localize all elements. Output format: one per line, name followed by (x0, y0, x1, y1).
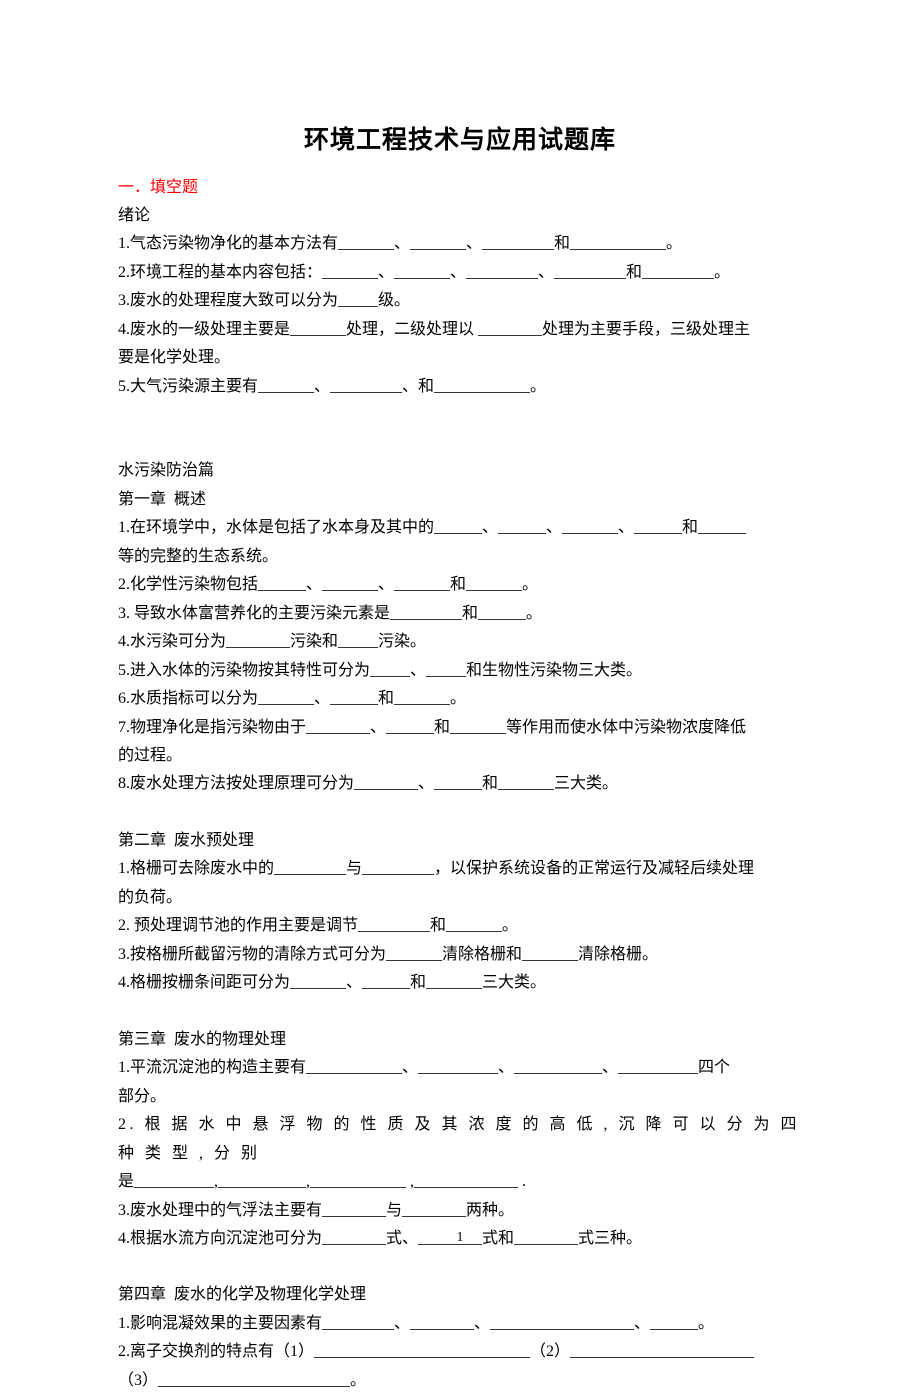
ch2-q1-line2: 的负荷。 (118, 884, 802, 912)
ch3-q3: 3.废水处理中的气浮法主要有________与________两种。 (118, 1197, 802, 1225)
ch1-q8: 8.废水处理方法按处理原理可分为________、______和_______三… (118, 770, 802, 798)
ch3-heading: 第三章 废水的物理处理 (118, 1026, 802, 1054)
ch1-heading: 第一章 概述 (118, 486, 802, 514)
ch4-q3: （3）________________________。 (118, 1367, 802, 1395)
intro-q1: 1.气态污染物净化的基本方法有_______、_______、_________… (118, 230, 802, 258)
ch2-heading: 第二章 废水预处理 (118, 827, 802, 855)
ch1-q7-line2: 的过程。 (118, 742, 802, 770)
ch1-q5: 5.进入水体的污染物按其特性可分为_____、_____和生物性污染物三大类。 (118, 657, 802, 685)
ch4-q2: 2.离子交换剂的特点有（1）__________________________… (118, 1338, 802, 1366)
intro-q3: 3.废水的处理程度大致可以分为_____级。 (118, 287, 802, 315)
intro-heading: 绪论 (118, 202, 802, 230)
ch1-q1-line2: 等的完整的生态系统。 (118, 543, 802, 571)
spacer (118, 799, 802, 827)
spacer (118, 401, 802, 429)
ch1-q6: 6.水质指标可以分为_______、______和_______。 (118, 685, 802, 713)
ch3-q2-line1: 2. 根 据 水 中 悬 浮 物 的 性 质 及 其 浓 度 的 高 低 , 沉… (118, 1111, 802, 1168)
spacer (118, 998, 802, 1026)
ch3-q1-line2: 部分。 (118, 1083, 802, 1111)
spacer (118, 1253, 802, 1281)
ch1-q3: 3. 导致水体富营养化的主要污染元素是_________和______。 (118, 600, 802, 628)
ch2-q2: 2. 预处理调节池的作用主要是调节_________和_______。 (118, 912, 802, 940)
page-number: 1 (0, 1230, 920, 1246)
spacer (118, 429, 802, 457)
intro-q2: 2.环境工程的基本内容包括：_______、_______、_________、… (118, 259, 802, 287)
water-heading: 水污染防治篇 (118, 457, 802, 485)
intro-q4-line1: 4.废水的一级处理主要是_______处理，二级处理以 ________处理为主… (118, 316, 802, 344)
document-page: 环境工程技术与应用试题库 一．填空题 绪论 1.气态污染物净化的基本方法有___… (0, 0, 920, 1302)
ch1-q1-line1: 1.在环境学中，水体是包括了水本身及其中的______、______、_____… (118, 514, 802, 542)
ch1-q7-line1: 7.物理净化是指污染物由于________、______和_______等作用而… (118, 714, 802, 742)
section-1-label: 一．填空题 (118, 174, 802, 202)
intro-q4-line2: 要是化学处理。 (118, 344, 802, 372)
ch2-q1-line1: 1.格栅可去除废水中的_________与_________，以保护系统设备的正… (118, 855, 802, 883)
ch1-q2: 2.化学性污染物包括______、_______、_______和_______… (118, 571, 802, 599)
ch3-q2-line2: 是__________,___________,____________ ,__… (118, 1168, 802, 1196)
intro-q5: 5.大气污染源主要有_______、_________、和___________… (118, 373, 802, 401)
ch2-q4: 4.格栅按栅条间距可分为_______、______和_______三大类。 (118, 969, 802, 997)
ch4-q1: 1.影响混凝效果的主要因素有_________、________、_______… (118, 1310, 802, 1338)
document-title: 环境工程技术与应用试题库 (118, 120, 802, 156)
ch1-q4: 4.水污染可分为________污染和_____污染。 (118, 628, 802, 656)
ch2-q3: 3.按格栅所截留污物的清除方式可分为_______清除格栅和_______清除格… (118, 941, 802, 969)
ch4-heading: 第四章 废水的化学及物理化学处理 (118, 1281, 802, 1309)
ch3-q1-line1: 1.平流沉淀池的构造主要有____________、__________、___… (118, 1054, 802, 1082)
